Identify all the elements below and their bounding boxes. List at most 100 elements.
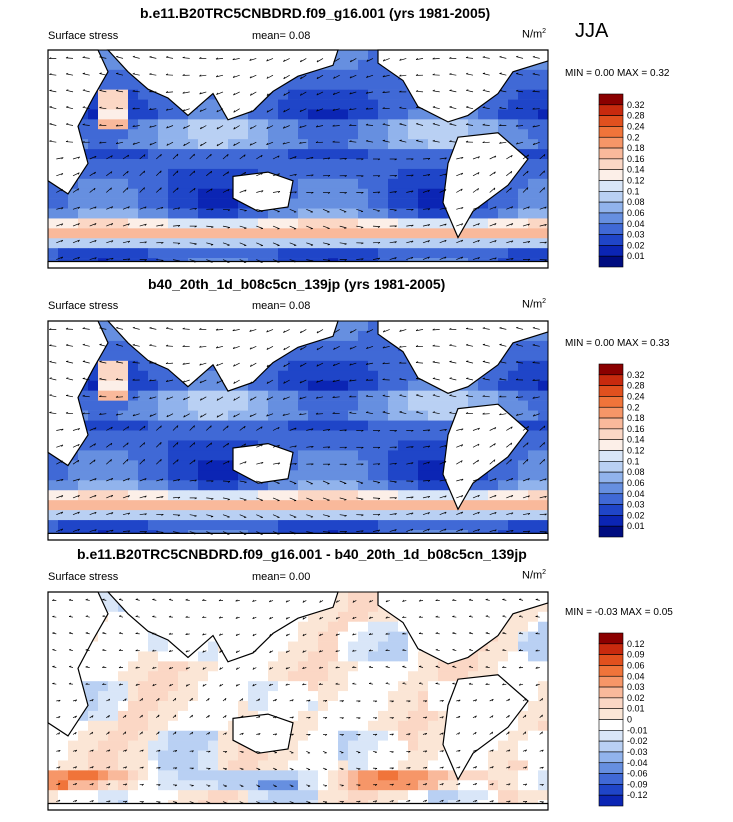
colorbar-1: 0.320.280.240.20.180.160.140.120.10.080.… (598, 93, 645, 268)
colorbar-tick-label: 0.04 (627, 671, 645, 681)
colorbar-tick-label: -0.03 (627, 747, 648, 757)
colorbar-swatch (598, 439, 624, 451)
colorbar-swatch (598, 697, 624, 709)
panel2-mean: mean= 0.08 (252, 300, 311, 312)
colorbar-tick-label: 0.16 (627, 424, 645, 434)
colorbar-tick-label: 0.09 (627, 650, 645, 660)
land-mask-1 (106, 591, 339, 663)
colorbar-tick-label: 0.32 (627, 370, 645, 380)
stress-vectors (49, 55, 547, 263)
stress-vectors (52, 598, 544, 804)
colorbar-tick-label: 0.14 (627, 435, 645, 445)
colorbar-swatch (598, 406, 624, 419)
colorbar-swatch (598, 115, 624, 127)
panel-frame (47, 591, 549, 811)
colorbar-swatch (598, 643, 624, 655)
colorbar-swatch (598, 525, 624, 538)
land-mask-1 (106, 320, 339, 392)
panel3-units: N/m2 (522, 569, 547, 582)
colorbar-tick-label: 0.04 (627, 219, 645, 229)
colorbar-swatch (598, 245, 624, 257)
colorbar-3: 0.120.090.060.040.030.020.010-0.01-0.02-… (598, 632, 648, 807)
colorbar-tick-label: 0.04 (627, 489, 645, 499)
map-panel-1 (47, 49, 549, 269)
land-mask-1 (106, 49, 339, 121)
colorbar-tick-label: 0.02 (627, 510, 645, 520)
colorbar-2: 0.320.280.240.20.180.160.140.120.10.080.… (598, 363, 645, 538)
colorbar-tick-label: 0 (627, 715, 632, 725)
panel3-title: b.e11.B20TRC5CNBDRD.f09_g16.001 - b40_20… (77, 546, 527, 562)
colorbar-swatch (598, 201, 624, 214)
panel2-minmax: MIN = 0.00 MAX = 0.33 (565, 338, 670, 349)
colorbar-tick-label: 0.24 (627, 121, 645, 131)
colorbar-tick-label: -0.12 (627, 790, 648, 800)
colorbar-tick-label: 0.03 (627, 500, 645, 510)
land-mask-2 (232, 171, 294, 212)
colorbar-swatch (598, 450, 624, 462)
colorbar-tick-label: 0.06 (627, 660, 645, 670)
colorbar-tick-label: 0.28 (627, 111, 645, 121)
colorbar-tick-label: 0.01 (627, 704, 645, 714)
stress-vectors (49, 326, 547, 535)
colorbar-tick-label: 0.01 (627, 251, 645, 261)
colorbar-swatch (598, 730, 624, 742)
colorbar-swatch (598, 686, 624, 699)
colorbar-tick-label: 0.18 (627, 143, 645, 153)
panel1-minmax: MIN = 0.00 MAX = 0.32 (565, 68, 670, 79)
colorbar-swatch (598, 762, 624, 774)
panel1-title: b.e11.B20TRC5CNBDRD.f09_g16.001 (yrs 198… (140, 5, 491, 21)
colorbar-tick-label: 0.08 (627, 467, 645, 477)
colorbar-tick-label: 0.02 (627, 693, 645, 703)
panel2-title: b40_20th_1d_b08c5cn_139jp (yrs 1981-2005… (148, 276, 446, 292)
colorbar-tick-label: 0.14 (627, 165, 645, 175)
colorbar-swatch (598, 212, 624, 225)
map-panel-3 (47, 591, 549, 811)
panel2-variable: Surface stress (48, 300, 119, 312)
land-mask-5 (47, 532, 549, 541)
colorbar-swatch (598, 461, 624, 473)
colorbar-swatch (598, 751, 624, 764)
colorbar-swatch (598, 191, 624, 203)
colorbar-tick-label: -0.04 (627, 758, 648, 768)
colorbar-swatch (598, 665, 624, 677)
land-mask-5 (47, 802, 549, 811)
panel3-mean: mean= 0.00 (252, 571, 311, 583)
colorbar-tick-label: -0.06 (627, 769, 648, 779)
colorbar-swatch (598, 223, 624, 235)
colorbar-swatch (598, 515, 624, 527)
colorbar-swatch (598, 471, 624, 484)
colorbar-tick-label: 0.32 (627, 100, 645, 110)
colorbar-tick-label: 0.02 (627, 240, 645, 250)
panel-frame (47, 320, 549, 541)
colorbar-swatch (598, 385, 624, 397)
colorbar-swatch (598, 428, 624, 440)
panel2-units: N/m2 (522, 298, 547, 311)
colorbar-swatch (598, 482, 624, 495)
colorbar-tick-label: -0.02 (627, 736, 648, 746)
colorbar-tick-label: 0.2 (627, 132, 640, 142)
colorbar-tick-label: 0.06 (627, 478, 645, 488)
map-panel-2 (47, 320, 549, 541)
colorbar-swatch (598, 169, 624, 181)
colorbar-swatch (598, 136, 624, 149)
colorbar-tick-label: 0.06 (627, 208, 645, 218)
land-mask-5 (47, 260, 549, 269)
land-mask-2 (232, 442, 294, 484)
colorbar-swatch (598, 363, 624, 376)
colorbar-swatch (598, 126, 624, 138)
season-label: JJA (575, 20, 609, 42)
colorbar-swatch (598, 784, 624, 796)
colorbar-swatch (598, 158, 624, 170)
colorbar-tick-label: -0.01 (627, 725, 648, 735)
colorbar-swatch (598, 104, 624, 116)
colorbar-swatch (598, 504, 624, 516)
colorbar-tick-label: 0.12 (627, 639, 645, 649)
colorbar-swatch (598, 719, 624, 731)
colorbar-swatch (598, 147, 624, 160)
colorbar-swatch (598, 675, 624, 688)
colorbar-swatch (598, 180, 624, 192)
colorbar-tick-label: 0.01 (627, 521, 645, 531)
colorbar-tick-label: 0.03 (627, 682, 645, 692)
panel1-mean: mean= 0.08 (252, 30, 311, 42)
